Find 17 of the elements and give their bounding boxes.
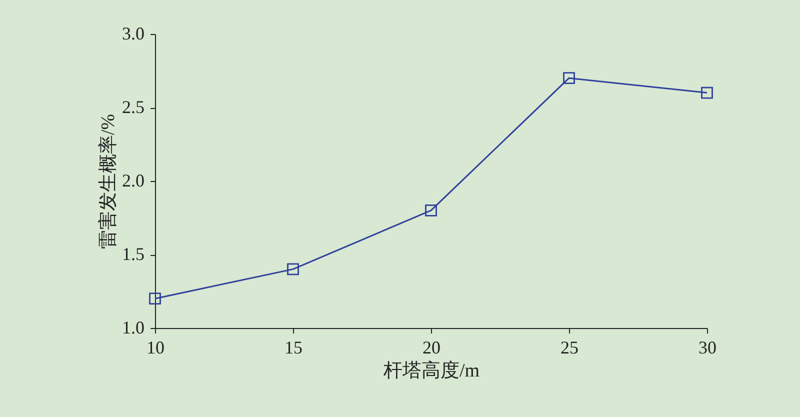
y-tick-label: 3.0 bbox=[122, 24, 144, 44]
y-axis-title: 雷害发生概率/% bbox=[97, 114, 119, 250]
y-tick-label: 1.5 bbox=[122, 244, 144, 264]
point bbox=[563, 72, 575, 84]
y-tick-label: 2.0 bbox=[122, 170, 144, 190]
x-tick-label: 30 bbox=[698, 338, 716, 358]
point bbox=[701, 86, 713, 99]
x-tick-label: 25 bbox=[560, 338, 578, 358]
x-tick-label: 15 bbox=[284, 338, 302, 358]
y-tick-label: 2.5 bbox=[122, 97, 144, 117]
point bbox=[425, 204, 437, 216]
point bbox=[149, 292, 161, 305]
x-tick-label: 20 bbox=[422, 338, 440, 358]
x-tick-label: 10 bbox=[146, 338, 164, 358]
point bbox=[287, 263, 299, 276]
y-tick-label: 1.0 bbox=[122, 318, 144, 338]
x-axis-title: 杆塔高度/m bbox=[382, 360, 480, 382]
